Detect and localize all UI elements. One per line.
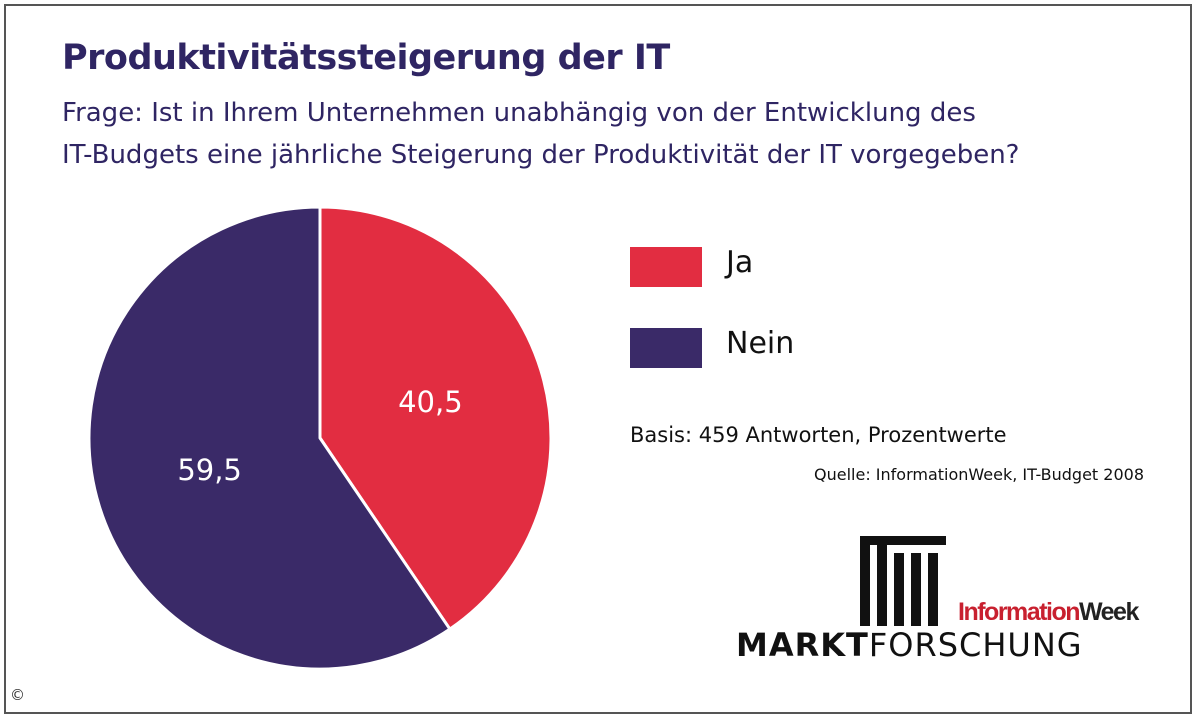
source-note: Quelle: InformationWeek, IT-Budget 2008: [814, 465, 1144, 484]
logo-forschung: FORSCHUNG: [868, 626, 1083, 664]
pie-slice-nein: [87, 205, 452, 671]
basis-note: Basis: 459 Antworten, Prozentwerte: [630, 423, 1007, 447]
logo-week: Week: [1079, 598, 1139, 626]
copyright-icon: ©: [10, 686, 25, 704]
logo-information: Information: [958, 598, 1081, 626]
chart-title: Produktivitätssteigerung der IT: [62, 38, 670, 78]
legend-swatch-ja: [630, 247, 702, 287]
logo-markt: MARKT: [736, 626, 869, 664]
chart-subtitle: Frage: Ist in Ihrem Unternehmen unabhäng…: [62, 92, 1162, 176]
legend-swatch-nein: [630, 328, 702, 368]
pie-label-nein: 59,5: [177, 453, 242, 487]
legend-label-ja: Ja: [726, 245, 754, 280]
pie-label-ja: 40,5: [398, 385, 463, 419]
marktforschung-logo: MARKTFORSCHUNG: [736, 626, 1083, 664]
subtitle-line-2: IT-Budgets eine jährliche Steigerung der…: [62, 140, 1020, 170]
subtitle-line-1: Frage: Ist in Ihrem Unternehmen unabhäng…: [62, 98, 976, 128]
pie-slice-ja: [318, 205, 553, 631]
informationweek-logo: InformationWeek: [958, 598, 1139, 627]
legend-label-nein: Nein: [726, 326, 795, 361]
